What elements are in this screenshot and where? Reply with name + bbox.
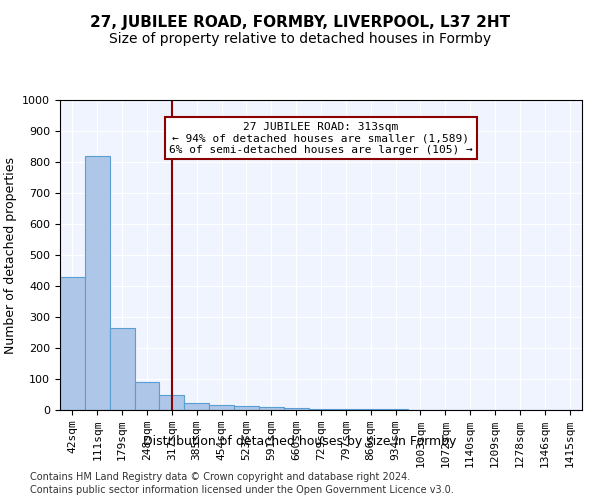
Bar <box>184 403 209 410</box>
Bar <box>85 156 110 410</box>
Text: Size of property relative to detached houses in Formby: Size of property relative to detached ho… <box>109 32 491 46</box>
Text: Distribution of detached houses by size in Formby: Distribution of detached houses by size … <box>143 435 457 448</box>
Bar <box>134 382 160 410</box>
Bar <box>308 409 334 410</box>
Bar <box>234 406 259 410</box>
Text: Contains HM Land Registry data © Crown copyright and database right 2024.: Contains HM Land Registry data © Crown c… <box>30 472 410 482</box>
Bar <box>259 407 284 410</box>
Y-axis label: Number of detached properties: Number of detached properties <box>4 156 17 354</box>
Bar <box>160 396 184 410</box>
Bar <box>110 328 134 410</box>
Bar <box>60 276 85 410</box>
Bar <box>284 408 308 410</box>
Text: Contains public sector information licensed under the Open Government Licence v3: Contains public sector information licen… <box>30 485 454 495</box>
Text: 27, JUBILEE ROAD, FORMBY, LIVERPOOL, L37 2HT: 27, JUBILEE ROAD, FORMBY, LIVERPOOL, L37… <box>90 15 510 30</box>
Bar <box>209 404 234 410</box>
Text: 27 JUBILEE ROAD: 313sqm
← 94% of detached houses are smaller (1,589)
6% of semi-: 27 JUBILEE ROAD: 313sqm ← 94% of detache… <box>169 122 473 155</box>
Bar <box>334 409 358 410</box>
